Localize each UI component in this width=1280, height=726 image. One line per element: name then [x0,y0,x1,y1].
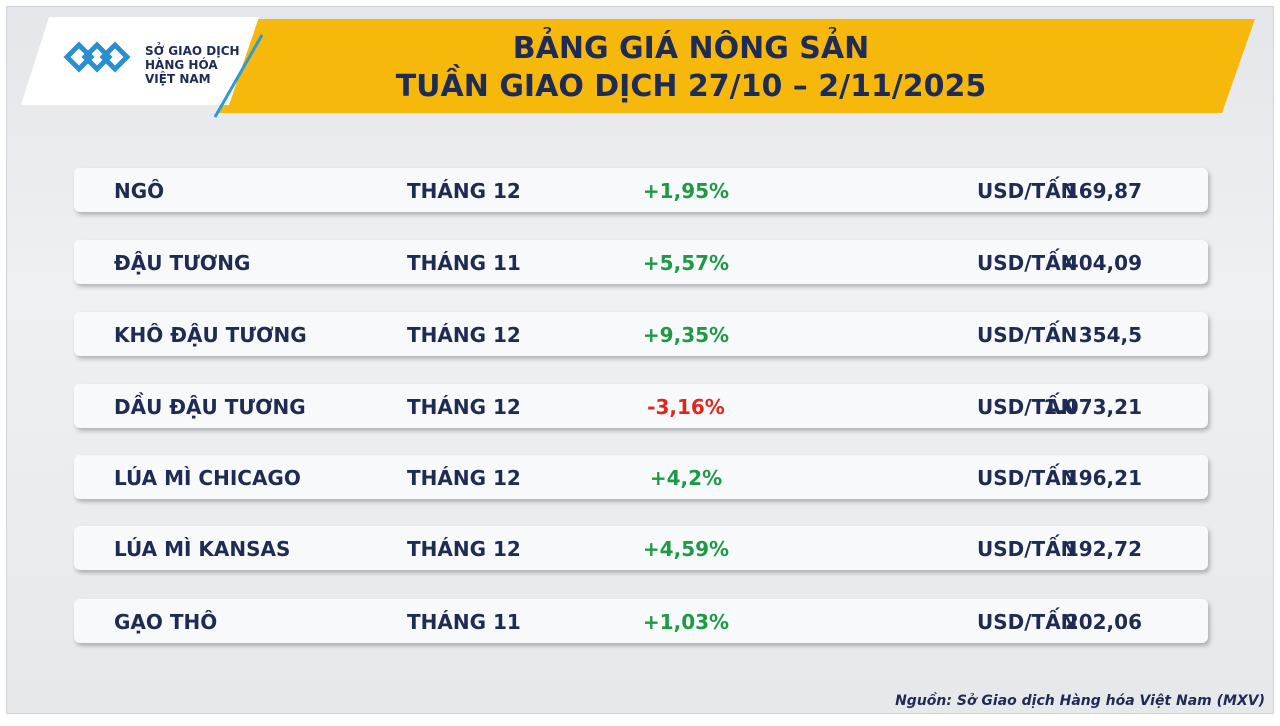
contract-month: THÁNG 12 [407,179,521,203]
page: SỞ GIAO DỊCH HÀNG HÓA VIỆT NAM BẢNG GIÁ … [6,6,1274,714]
change: +1,95% [642,179,730,203]
accent-line [213,34,264,118]
product: DẦU ĐẬU TƯƠNG [114,395,306,419]
change: +4,59% [642,537,730,561]
table-row: LÚA MÌ CHICAGO THÁNG 12 +4,2% 196,21 USD/TẤN [74,455,1208,499]
contract-month: THÁNG 11 [407,251,521,275]
logo-mark [63,41,131,73]
title: TUẦN GIAO DỊCH 27/10 – 2/11/2025 [396,64,987,104]
source: Nguồn: Sở Giao dịch Hàng hóa Việt Nam (M… [895,693,1265,709]
product: LÚA MÌ CHICAGO [114,466,301,490]
price: 196,21 [1064,466,1142,490]
contract-month: THÁNG 12 [407,395,521,419]
logo-text: HÀNG HÓA [145,57,218,72]
product: ĐẬU TƯƠNG [114,251,251,275]
unit: USD/TẤN [977,537,1078,561]
change: +1,03% [642,610,730,634]
logo-text: VIỆT NAM [145,71,211,86]
price: 1.073,21 [1043,395,1142,419]
product: LÚA MÌ KANSAS [114,537,291,561]
product: GẠO THÔ [114,610,218,634]
contract-month: THÁNG 12 [407,466,521,490]
table-row: LÚA MÌ KANSAS THÁNG 12 +4,59% 192,72 USD/TẤN [74,526,1208,570]
header: SỞ GIAO DỊCH HÀNG HÓA VIỆT NAM BẢNG GIÁ … [21,17,1255,118]
unit: USD/TẤN [977,395,1078,419]
logo-text: SỞ GIAO DỊCH [145,42,240,58]
unit: USD/TẤN [977,610,1078,634]
contract-month: THÁNG 12 [407,537,521,561]
change: +9,35% [642,323,730,347]
price: 354,5 [1078,323,1142,347]
title: BẢNG GIÁ NÔNG SẢN [513,27,869,66]
change: +5,57% [642,251,730,275]
change: +4,2% [649,466,723,490]
table-row: ĐẬU TƯƠNG THÁNG 11 +5,57% 404,09 USD/TẤN [74,240,1208,284]
unit: USD/TẤN [977,323,1078,347]
title-band [217,19,1255,113]
price: 169,87 [1064,179,1142,203]
price: 404,09 [1064,251,1142,275]
change: -3,16% [647,395,725,419]
contract-month: THÁNG 12 [407,323,521,347]
table-row: KHÔ ĐẬU TƯƠNG THÁNG 12 +9,35% 354,5 USD/TẤN [74,312,1208,356]
contract-month: THÁNG 11 [407,610,521,634]
unit: USD/TẤN [977,179,1078,203]
unit: USD/TẤN [977,466,1078,490]
logo-box [21,17,259,105]
table-row: NGÔ THÁNG 12 +1,95% 169,87 USD/TẤN [74,168,1208,212]
unit: USD/TẤN [977,251,1078,275]
price: 202,06 [1064,610,1142,634]
product: NGÔ [114,179,165,203]
table-row: GẠO THÔ THÁNG 11 +1,03% 202,06 USD/TẤN [74,599,1208,643]
table-row: DẦU ĐẬU TƯƠNG THÁNG 12 -3,16% 1.073,21 USD/T… [74,384,1208,428]
price: 192,72 [1064,537,1142,561]
product: KHÔ ĐẬU TƯƠNG [114,323,307,347]
